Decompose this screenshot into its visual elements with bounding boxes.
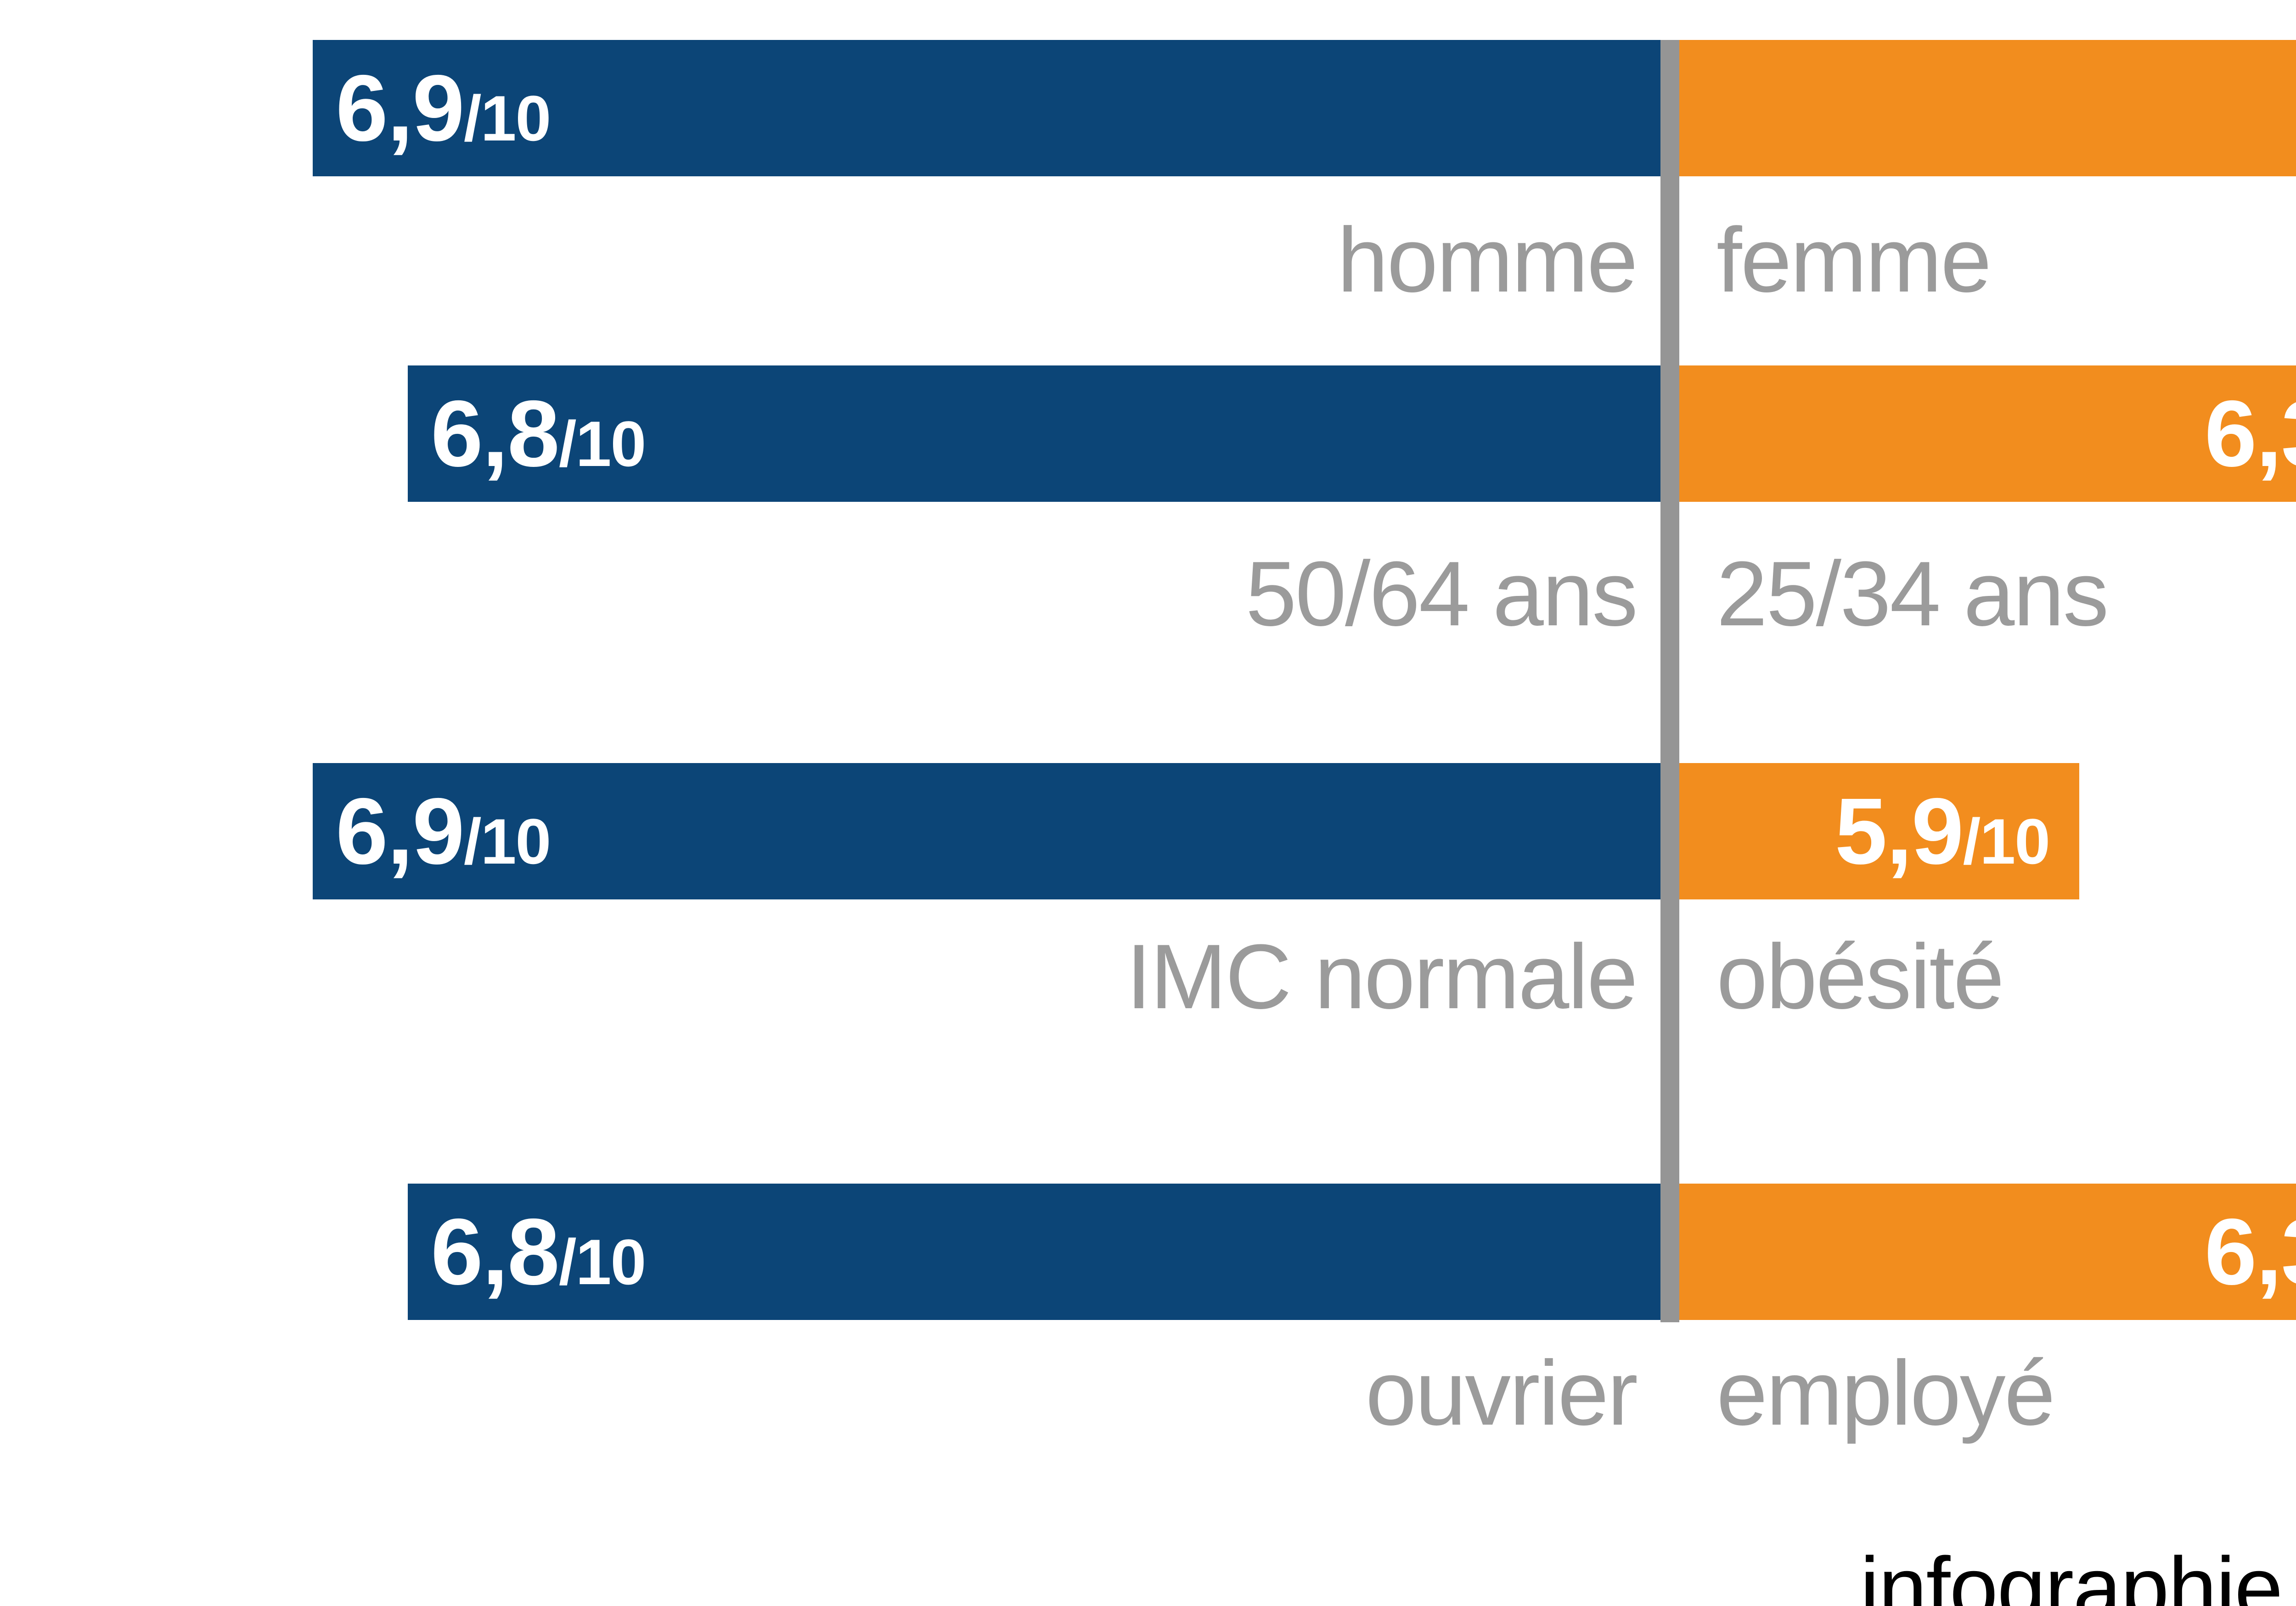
credit-text: infographie BFMTV (1860, 1539, 2296, 1606)
label-row4-left: ouvrier (1365, 1342, 1638, 1444)
bar-row4-right: 6,3/10 (1679, 1184, 2296, 1320)
bar-row2-left: 6,8/10 (408, 365, 1660, 502)
value-unit: /10 (558, 408, 647, 480)
bar-row4-left: 6,8/10 (408, 1184, 1660, 1320)
bar-row1-right: 6,4/10 (1679, 40, 2296, 176)
label-row2-left: 50/64 ans (1245, 543, 1638, 645)
bar-row2-right-value: 6,3/10 (2204, 381, 2296, 486)
bar-row3-right: 5,9/10 (1679, 763, 2079, 899)
label-row3-right: obésité (1716, 926, 2004, 1028)
value-unit: /10 (463, 82, 551, 154)
bar-row4-right-value: 6,3/10 (2204, 1199, 2296, 1304)
bar-row3-right-value: 5,9/10 (1835, 779, 2051, 884)
bar-row2-right: 6,3/10 (1679, 365, 2296, 502)
bar-row1-left-value: 6,9/10 (336, 56, 551, 161)
label-row4-right: employé (1716, 1342, 2055, 1444)
bar-row2-left-value: 6,8/10 (431, 381, 647, 486)
value-unit: /10 (463, 805, 551, 877)
bar-row3-left-value: 6,9/10 (336, 779, 551, 884)
bar-row4-left-value: 6,8/10 (431, 1199, 647, 1304)
center-divider-line (1660, 40, 1679, 1322)
label-row2-right: 25/34 ans (1716, 543, 2109, 645)
label-row1-right: femme (1716, 209, 1992, 311)
bar-row3-left: 6,9/10 (313, 763, 1660, 899)
label-row3-left: IMC normale (1126, 926, 1638, 1028)
value-unit: /10 (1963, 805, 2051, 877)
value-unit: /10 (558, 1226, 647, 1298)
label-row1-left: homme (1337, 209, 1638, 311)
bar-row1-left: 6,9/10 (313, 40, 1660, 176)
